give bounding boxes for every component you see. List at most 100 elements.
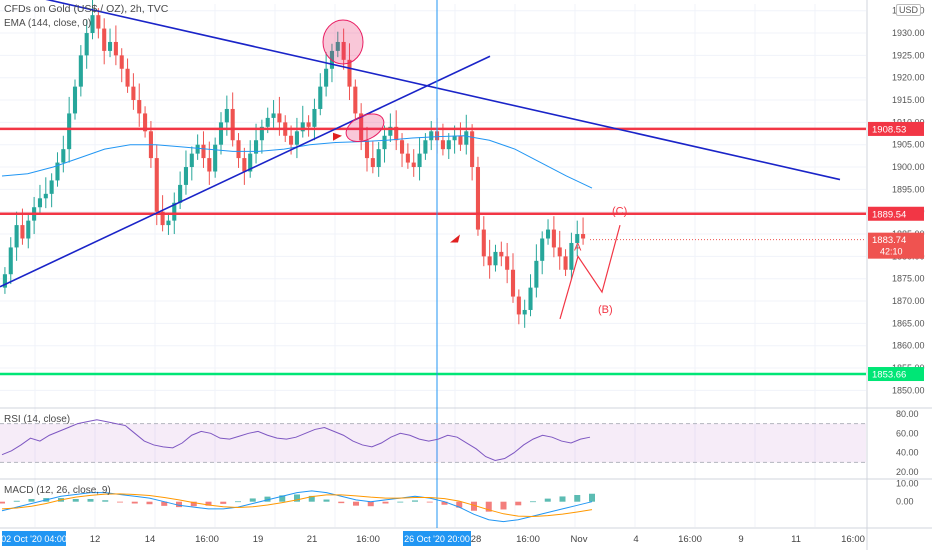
rsi-tick-label: 80.00 bbox=[896, 409, 919, 419]
candle-body bbox=[522, 309, 527, 315]
candle-body bbox=[470, 131, 475, 168]
candle-body bbox=[388, 126, 393, 136]
candle-body bbox=[67, 113, 72, 150]
macd-histogram-bar bbox=[338, 501, 345, 504]
candle-body bbox=[318, 86, 323, 109]
price-tick-label: 1905.00 bbox=[892, 140, 925, 150]
price-tick-label: 1895.00 bbox=[892, 184, 925, 194]
candle-body bbox=[353, 86, 358, 114]
candle-body bbox=[364, 140, 370, 159]
highlight-ellipse bbox=[322, 19, 364, 65]
candle-body bbox=[289, 135, 294, 145]
currency-badge[interactable]: USD bbox=[896, 4, 922, 16]
macd-histogram-bar bbox=[102, 500, 109, 502]
rsi-band bbox=[0, 423, 866, 463]
candle-body bbox=[481, 229, 486, 257]
candle-body bbox=[218, 122, 224, 145]
candle-body bbox=[143, 113, 148, 132]
candle-body bbox=[312, 108, 317, 127]
candle-body bbox=[195, 144, 200, 154]
candle-body bbox=[207, 158, 212, 172]
candle-body bbox=[102, 28, 107, 51]
candle-body bbox=[137, 100, 142, 114]
macd-histogram-bar bbox=[28, 498, 35, 502]
candle-body bbox=[253, 140, 259, 154]
macd-histogram-bar bbox=[574, 495, 581, 502]
candle-body bbox=[534, 260, 539, 288]
last-price-tag bbox=[868, 232, 924, 259]
candle-body bbox=[382, 135, 387, 150]
candle-body bbox=[569, 242, 574, 270]
price-tick-label: 1870.00 bbox=[892, 296, 925, 306]
candle-body bbox=[394, 126, 399, 141]
candle-body bbox=[183, 167, 189, 185]
candle-body bbox=[265, 117, 270, 127]
macd-histogram-bar bbox=[559, 496, 566, 502]
trendline-lower bbox=[0, 55, 491, 288]
rsi-line bbox=[1, 419, 591, 462]
macd-histogram-bar bbox=[441, 501, 448, 505]
price-tick-label: 1900.00 bbox=[892, 162, 925, 172]
candle-body bbox=[131, 86, 136, 101]
candle-body bbox=[78, 55, 83, 87]
date-cursor-label: 02 Oct '20 04:00 bbox=[1, 534, 67, 544]
macd-histogram-bar bbox=[72, 498, 79, 502]
candle-body bbox=[107, 41, 113, 51]
candle-body bbox=[189, 153, 194, 168]
macd-histogram-bar bbox=[190, 501, 197, 507]
macd-histogram-bar bbox=[13, 500, 20, 502]
date-cursor-badge bbox=[2, 531, 66, 546]
macd-histogram-bar bbox=[353, 501, 359, 506]
macd-line bbox=[1, 490, 593, 523]
macd-histogram-bar bbox=[0, 501, 5, 504]
macd-histogram-bar bbox=[176, 501, 182, 508]
candle-body bbox=[423, 140, 428, 154]
wave-label-b: (B) bbox=[598, 304, 613, 316]
candle-body bbox=[154, 158, 159, 212]
time-tick-label: 4 bbox=[633, 534, 638, 545]
candle-body bbox=[20, 225, 25, 239]
time-tick-label: Nov bbox=[571, 534, 588, 545]
trendline-upper bbox=[45, 0, 841, 181]
price-tick-label: 1865.00 bbox=[892, 318, 925, 328]
time-tick-label: 16:00 bbox=[356, 534, 380, 545]
candle-body bbox=[446, 140, 451, 150]
candle-body bbox=[166, 220, 171, 226]
candle-body bbox=[259, 126, 264, 141]
wave-label-c: (C) bbox=[612, 206, 627, 218]
macd-histogram-bar bbox=[87, 498, 94, 502]
candle-body bbox=[2, 274, 7, 288]
macd-histogram-bar bbox=[515, 501, 522, 506]
rsi-tick-label: 20.00 bbox=[896, 467, 919, 477]
candle-body bbox=[61, 149, 66, 163]
candle-body bbox=[440, 140, 445, 150]
macd-histogram-bar bbox=[146, 501, 153, 505]
candle-body bbox=[160, 211, 165, 226]
wave-path bbox=[559, 224, 621, 320]
level-price-tag bbox=[868, 367, 924, 382]
candle-body bbox=[300, 122, 305, 132]
crosshair-date-badge bbox=[403, 531, 471, 546]
price-tick-label: 1850.00 bbox=[892, 385, 925, 395]
candle-body bbox=[575, 234, 580, 243]
candle-body bbox=[499, 251, 504, 257]
candle-body bbox=[236, 140, 241, 159]
candle-body bbox=[26, 220, 31, 239]
macd-histogram-bar bbox=[220, 501, 227, 504]
candle-body bbox=[125, 68, 130, 87]
rsi-tick-label: 40.00 bbox=[896, 448, 919, 458]
macd-histogram-bar bbox=[249, 498, 256, 502]
price-tick-label: 1915.00 bbox=[892, 95, 925, 105]
price-tick-label: 1925.00 bbox=[892, 50, 925, 60]
candle-body bbox=[294, 131, 299, 145]
candle-body bbox=[277, 113, 282, 123]
candle-body bbox=[452, 135, 457, 141]
macd-legend: MACD (12, 26, close, 9) bbox=[4, 485, 111, 496]
level-price-label: 1908.53 bbox=[872, 124, 906, 135]
candle-body bbox=[172, 202, 177, 221]
candle-body bbox=[551, 229, 556, 248]
rsi-tick-label: 60.00 bbox=[896, 428, 919, 438]
level-price-tag bbox=[868, 206, 924, 221]
